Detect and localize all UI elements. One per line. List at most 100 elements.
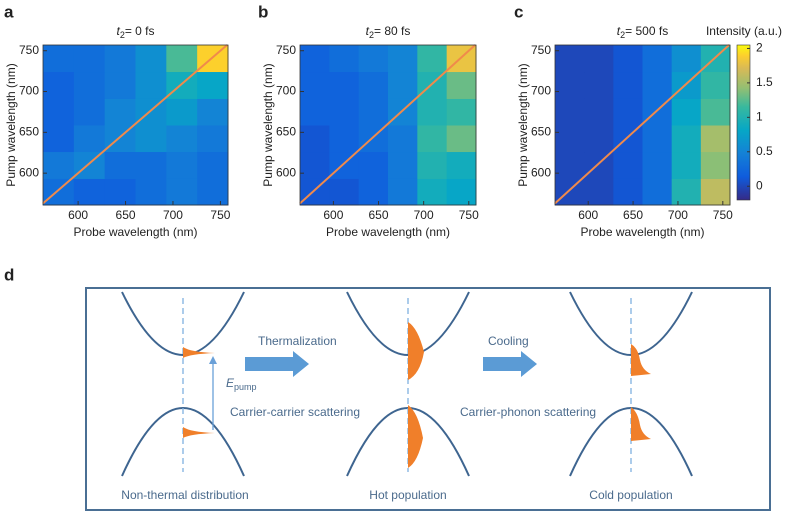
heat-cell (584, 125, 614, 153)
heat-cell (642, 125, 673, 153)
x-tick-label: 700 (668, 208, 688, 222)
heat-cell (584, 178, 614, 206)
x-tick-label: 750 (713, 208, 733, 222)
title-sub: 2 (620, 30, 625, 40)
y-tick-label: 600 (19, 165, 39, 179)
heat-cell (43, 98, 75, 126)
y-tick-label: 700 (531, 84, 551, 98)
heat-cell (73, 71, 106, 99)
heat-cell (446, 151, 477, 179)
heat-cell (358, 45, 389, 73)
x-tick-label: 650 (116, 208, 136, 222)
heat-cell (417, 151, 448, 179)
heat-cell (388, 178, 418, 206)
heat-cell (166, 45, 198, 73)
heat-cell (329, 151, 360, 179)
heat-cell (417, 98, 448, 126)
heat-cell (555, 98, 585, 126)
x-tick-label: 600 (68, 208, 88, 222)
heat-cell (613, 125, 643, 153)
heat-cell (43, 71, 75, 99)
y-tick-label: 650 (19, 125, 39, 139)
diagram-frame (85, 287, 771, 511)
process-label: Cooling (488, 334, 529, 348)
state-label: Non-thermal distribution (121, 488, 248, 502)
colorbar-tick-label: 2 (756, 41, 763, 55)
heat-cell (584, 45, 614, 73)
colorbar-tick-label: 0 (756, 178, 763, 192)
heat-cell (135, 45, 167, 73)
heat-cell (329, 98, 360, 126)
x-tick-label: 650 (623, 208, 643, 222)
arrow-head (209, 356, 217, 364)
heat-cell (358, 151, 389, 179)
heat-cell (329, 125, 360, 153)
heat-cell (671, 98, 702, 126)
heat-cell (166, 178, 198, 206)
heat-cell (197, 71, 229, 99)
heat-cell (135, 125, 167, 153)
colorbar-tick-label: 1 (756, 110, 763, 124)
heat-cell (166, 125, 198, 153)
heat-cell (700, 151, 731, 179)
y-tick-label: 750 (531, 43, 551, 57)
heat-cell (700, 178, 731, 206)
title-text: = 0 fs (125, 24, 155, 38)
y-axis-label: Pump wavelength (nm) (261, 63, 275, 186)
state-label: Cold population (589, 488, 672, 502)
x-axis-label: Probe wavelength (nm) (580, 225, 704, 239)
x-tick-label: 750 (210, 208, 230, 222)
heat-cell (671, 151, 702, 179)
heat-cell (388, 151, 418, 179)
heat-cell (135, 178, 167, 206)
heat-cell (555, 45, 585, 73)
x-tick-label: 750 (459, 208, 479, 222)
y-tick-label: 750 (19, 43, 39, 57)
y-tick-label: 700 (276, 84, 296, 98)
y-tick-label: 750 (276, 43, 296, 57)
heat-cell (73, 98, 106, 126)
title-var: t (116, 24, 120, 38)
y-tick-label: 650 (276, 125, 296, 139)
x-tick-label: 700 (414, 208, 434, 222)
heat-cell (613, 45, 643, 73)
heat-cell (642, 98, 673, 126)
heat-cell (613, 98, 643, 126)
heat-cell (358, 98, 389, 126)
y-axis-label: Pump wavelength (nm) (516, 63, 530, 186)
heat-cell (555, 151, 585, 179)
diagram: d Thermalization Cooling Epump Carrier-c… (4, 265, 771, 511)
x-tick-label: 600 (323, 208, 343, 222)
process-arrow (483, 351, 537, 377)
heat-cell (671, 45, 702, 73)
heat-cell (388, 71, 418, 99)
heat-cell (166, 98, 198, 126)
heat-cell (329, 45, 360, 73)
title-text: = 80 fs (374, 24, 410, 38)
heat-cell (197, 125, 229, 153)
heat-cell (300, 98, 330, 126)
heat-cell (197, 178, 229, 206)
heat-cell (43, 45, 75, 73)
plot-title: t2= 80 fs (366, 24, 411, 40)
heat-cell (104, 45, 136, 73)
heat-cell (446, 71, 477, 99)
heat-cell (584, 98, 614, 126)
heat-cell (43, 178, 75, 206)
heat-cell (73, 151, 106, 179)
heat-cell (555, 71, 585, 99)
heat-cell (329, 178, 360, 206)
plot-title: t2= 0 fs (116, 24, 154, 40)
title-text: = 500 fs (625, 24, 668, 38)
y-axis-label: Pump wavelength (nm) (4, 63, 18, 186)
title-var: t (366, 24, 370, 38)
distributions (183, 322, 651, 468)
heat-cell (104, 125, 136, 153)
heat-cell (446, 178, 477, 206)
state-label: Hot population (369, 488, 446, 502)
colorbar-label: Intensity (a.u.) (706, 24, 782, 38)
heat-cell (358, 71, 389, 99)
heat-cell (584, 151, 614, 179)
heat-cell (555, 178, 585, 206)
